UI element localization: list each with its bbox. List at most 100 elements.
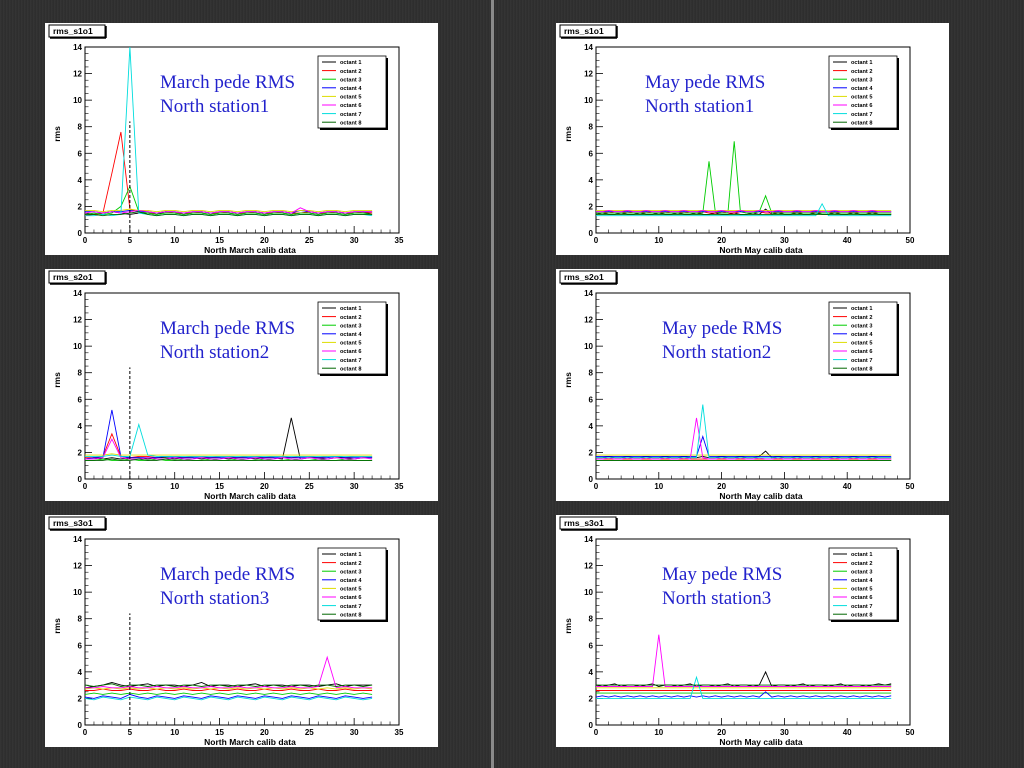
- y-tick-label: 14: [73, 289, 82, 298]
- chart-svg: rms_s1o1 0 2 4 6 8 10 12 14 0 5 10 15 20 25 30 35 North M…: [48, 24, 404, 255]
- x-tick-label: 25: [305, 482, 314, 491]
- y-axis-label: rms: [563, 372, 573, 388]
- legend-entry: octant 8: [340, 612, 361, 618]
- legend-entry: octant 1: [851, 306, 872, 312]
- legend: octant 1 octant 2 octant 3 octant 4 octant 5…: [317, 547, 388, 622]
- y-tick-label: 8: [78, 369, 83, 378]
- legend-entry: octant 7: [851, 358, 872, 364]
- y-tick-label: 12: [584, 316, 593, 325]
- chart-title: rms_s3o1: [564, 518, 604, 528]
- x-tick-label: 10: [170, 236, 179, 245]
- y-tick-label: 2: [589, 448, 594, 457]
- chart-svg: rms_s3o1 0 2 4 6 8 10 12 14 0 10 20 30 40 50 North May …: [559, 516, 915, 747]
- x-tick-label: 25: [305, 728, 314, 737]
- legend: octant 1 octant 2 octant 3 octant 4 octant 5…: [828, 55, 899, 130]
- x-tick-label: 10: [654, 728, 663, 737]
- x-tick-label: 0: [83, 728, 88, 737]
- y-tick-label: 12: [584, 70, 593, 79]
- legend-entry: octant 6: [851, 595, 872, 601]
- y-tick-label: 14: [584, 535, 593, 544]
- annotation-line-1: March pede RMS: [160, 318, 295, 339]
- chart-svg: rms_s2o1 0 2 4 6 8 10 12 14 0 10 20 30 40 50 North May …: [559, 270, 915, 501]
- legend-entry: octant 6: [851, 349, 872, 355]
- legend-entry: octant 5: [340, 95, 361, 101]
- x-tick-label: 20: [717, 236, 726, 245]
- legend-entry: octant 3: [851, 77, 872, 83]
- y-tick-label: 6: [589, 641, 594, 650]
- y-tick-label: 14: [584, 289, 593, 298]
- chart-title: rms_s3o1: [53, 518, 93, 528]
- annotation-line-1: May pede RMS: [645, 72, 765, 93]
- x-axis-label: North March calib data: [204, 245, 296, 255]
- series-line-octant-5: [85, 208, 373, 213]
- series-line-octant-5: [85, 453, 373, 456]
- x-tick-label: 40: [843, 728, 852, 737]
- x-tick-label: 20: [717, 482, 726, 491]
- chart-title: rms_s1o1: [564, 26, 604, 36]
- x-tick-label: 10: [170, 482, 179, 491]
- legend-entry: octant 8: [851, 120, 872, 126]
- chart-svg: rms_s1o1 0 2 4 6 8 10 12 14 0 10 20 30 40 50 North May …: [559, 24, 915, 255]
- series-line-octant-3: [84, 185, 373, 215]
- legend-entry: octant 1: [851, 60, 872, 66]
- legend-entry: octant 8: [851, 366, 872, 372]
- x-axis-label: North March calib data: [204, 491, 296, 501]
- x-tick-label: 15: [215, 482, 224, 491]
- series-line-octant-1: [84, 417, 373, 460]
- x-tick-label: 5: [128, 728, 133, 737]
- x-axis-label: North May calib data: [719, 245, 802, 255]
- series-line-octant-5: [84, 687, 373, 690]
- y-tick-label: 2: [78, 448, 83, 457]
- x-tick-label: 50: [906, 728, 915, 737]
- series-line-octant-7: [596, 675, 892, 699]
- y-tick-label: 0: [78, 721, 83, 730]
- x-tick-label: 40: [843, 236, 852, 245]
- chart-svg: rms_s2o1 0 2 4 6 8 10 12 14 0 5 10 15 20 25 30 35 North M…: [48, 270, 404, 501]
- y-tick-label: 4: [589, 422, 594, 431]
- series-line-octant-1: [84, 682, 373, 689]
- y-tick-label: 0: [78, 229, 83, 238]
- legend-entry: octant 2: [851, 315, 872, 321]
- legend-entry: octant 7: [851, 112, 872, 118]
- x-tick-label: 35: [395, 236, 404, 245]
- x-tick-label: 5: [128, 236, 133, 245]
- legend-entry: octant 7: [340, 112, 361, 118]
- chart-title-box: rms_s2o1: [559, 270, 618, 285]
- x-tick-label: 15: [215, 236, 224, 245]
- y-tick-label: 10: [73, 96, 82, 105]
- y-axis-label: rms: [52, 372, 62, 388]
- legend-entry: octant 3: [340, 569, 361, 575]
- chart-title: rms_s2o1: [53, 272, 93, 282]
- series-line-octant-4: [84, 693, 373, 699]
- y-tick-label: 2: [78, 202, 83, 211]
- x-tick-label: 0: [594, 728, 599, 737]
- legend-entry: octant 5: [340, 341, 361, 347]
- y-tick-label: 10: [73, 342, 82, 351]
- series-line-octant-6: [596, 209, 892, 213]
- x-tick-label: 10: [654, 236, 663, 245]
- annotation-line-1: March pede RMS: [160, 564, 295, 585]
- chart-title-box: rms_s3o1: [48, 516, 107, 531]
- x-tick-label: 20: [260, 728, 269, 737]
- legend-entry: octant 4: [851, 578, 873, 584]
- y-axis-label: rms: [52, 618, 62, 634]
- legend-entry: octant 8: [340, 366, 361, 372]
- x-tick-label: 20: [717, 728, 726, 737]
- annotation-line-2: North station2: [662, 342, 771, 363]
- series-line-octant-7: [596, 202, 892, 217]
- legend-entry: octant 2: [851, 69, 872, 75]
- y-tick-label: 14: [73, 535, 82, 544]
- series-line-octant-2: [84, 131, 373, 217]
- x-axis-label: North May calib data: [719, 737, 802, 747]
- y-tick-label: 10: [584, 342, 593, 351]
- legend-entry: octant 3: [851, 569, 872, 575]
- legend: octant 1 octant 2 octant 3 octant 4 octant 5…: [317, 55, 388, 130]
- series-line-octant-6: [85, 655, 373, 689]
- y-tick-label: 8: [589, 369, 594, 378]
- y-tick-label: 0: [589, 475, 594, 484]
- x-tick-label: 50: [906, 236, 915, 245]
- y-tick-label: 6: [78, 395, 83, 404]
- y-tick-label: 12: [73, 316, 82, 325]
- series-line-octant-7: [596, 404, 892, 459]
- chart-may-station1: rms_s1o1 0 2 4 6 8 10 12 14 0 10 20 30 40 50 North May …: [556, 23, 949, 255]
